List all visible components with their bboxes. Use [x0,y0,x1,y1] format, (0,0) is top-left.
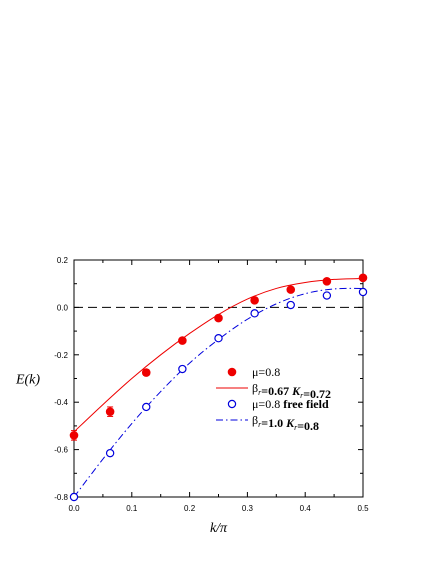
legend-label-part: r [294,423,298,432]
x-tick-label: 0.3 [242,504,254,513]
data-point-filled [214,313,223,323]
legend-label-part: =0.8 [297,419,319,433]
data-point-filled [105,407,115,416]
data-point-open [250,309,259,318]
data-point-open [105,448,115,458]
data-point-filled [141,368,151,377]
legend-label-part: =0.72 [303,387,331,401]
data-point-open [178,364,187,374]
x-tick-label: 0.0 [68,504,80,513]
data-point-open [142,402,151,412]
data-point-open [214,334,223,343]
data-point-filled [358,273,368,283]
legend-marker-filled [227,367,237,377]
legend: μ=0.8βr=0.67 Kr=0.72μ=0.8 free fieldβr=1… [216,365,331,433]
legend-label-part: r [300,391,304,400]
series-curve [73,287,364,498]
y-tick-label: -0.2 [54,351,68,360]
y-tick-label: 0.2 [57,256,69,265]
y-tick-label: -0.4 [54,398,68,407]
data-point-open [69,492,79,502]
x-tick-label: 0.5 [357,504,369,513]
data-point-filled [322,277,332,286]
y-tick-label: -0.8 [54,493,68,502]
legend-label-part: =1.0 [261,416,286,430]
legend-label-part: r [258,388,262,397]
legend-label-part: μ=0.8 [252,397,283,411]
legend-label-part: free field [283,397,329,411]
plot-frame [73,259,364,498]
plot-area: 0.0 0.1 0.2 0.3 0.4 0.5 -0.8 -0.6 -0.4 -0.2 0.0 0.2… [15,256,369,536]
data-point-filled [250,295,259,305]
data-point-open [322,291,332,300]
data-point-filled [286,285,296,294]
legend-label-part: K [291,384,301,398]
x-tick-label: 0.1 [126,504,138,513]
y-tick-label: -0.6 [54,446,68,455]
legend-label: βr=1.0 Kr=0.8 [252,413,319,433]
legend-label-part: K [285,416,295,430]
legend-label-part: β [252,381,258,395]
data-point-open [286,300,295,310]
data-point-filled [69,431,79,440]
x-axis-label: k/π [210,521,228,536]
y-tick-label: 0.0 [57,303,69,312]
legend-label: μ=0.8 [252,365,280,379]
x-tick-label: 0.4 [300,504,312,513]
legend-label-part: r [258,420,262,429]
legend-label-part: =0.67 [261,384,292,398]
legend-label-part: β [252,413,258,427]
y-axis-label: E(k) [15,373,40,388]
data-point-filled [178,336,187,345]
x-tick-label: 0.2 [184,504,196,513]
legend-marker-open [227,399,237,409]
legend-label: μ=0.8 free field [252,397,329,411]
data-point-open [358,287,368,297]
legend-label: βr=0.67 Kr=0.72 [252,381,331,401]
